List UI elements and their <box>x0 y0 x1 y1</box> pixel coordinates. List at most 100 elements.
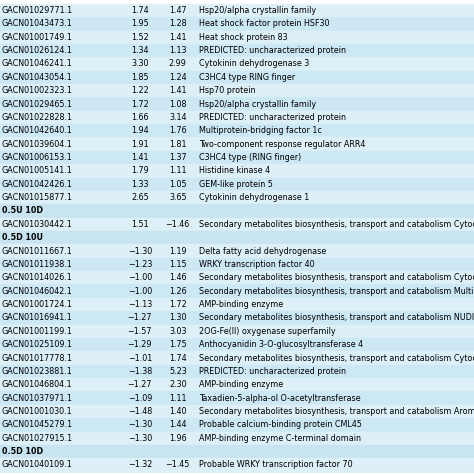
Text: −1.13: −1.13 <box>128 300 152 309</box>
Text: Cytokinin dehydrogenase 1: Cytokinin dehydrogenase 1 <box>199 193 310 202</box>
Text: Hsp20/alpha crystallin family: Hsp20/alpha crystallin family <box>199 100 316 109</box>
Bar <box>0 311 474 325</box>
Bar <box>0 445 474 458</box>
Text: 2.30: 2.30 <box>169 380 187 389</box>
Text: Multiprotein-bridging factor 1c: Multiprotein-bridging factor 1c <box>199 126 322 135</box>
Text: 1.96: 1.96 <box>169 434 187 443</box>
Text: Cytokinin dehydrogenase 3: Cytokinin dehydrogenase 3 <box>199 59 310 68</box>
Text: GACN01040109.1: GACN01040109.1 <box>2 460 73 469</box>
Text: 1.81: 1.81 <box>169 140 186 149</box>
Text: 1.74: 1.74 <box>169 354 187 363</box>
Text: GACN01046241.1: GACN01046241.1 <box>2 59 73 68</box>
Text: 1.79: 1.79 <box>131 166 149 175</box>
Text: PREDICTED: uncharacterized protein: PREDICTED: uncharacterized protein <box>199 367 346 376</box>
Text: 1.08: 1.08 <box>169 100 186 109</box>
Text: AMP-binding enzyme: AMP-binding enzyme <box>199 300 283 309</box>
Bar <box>0 284 474 298</box>
Bar <box>0 378 474 392</box>
Text: 2.99: 2.99 <box>169 59 187 68</box>
Bar <box>0 97 474 111</box>
Text: AMP-binding enzyme C-terminal domain: AMP-binding enzyme C-terminal domain <box>199 434 361 443</box>
Text: 3.30: 3.30 <box>131 59 148 68</box>
Text: GACN01014026.1: GACN01014026.1 <box>2 273 73 283</box>
Text: Taxadien-5-alpha-ol O-acetyltransferase: Taxadien-5-alpha-ol O-acetyltransferase <box>199 393 361 402</box>
Bar <box>0 418 474 431</box>
Bar <box>0 44 474 57</box>
Text: −1.00: −1.00 <box>128 287 152 296</box>
Text: 1.74: 1.74 <box>131 6 149 15</box>
Text: 1.85: 1.85 <box>131 73 149 82</box>
Bar <box>0 57 474 71</box>
Text: −1.30: −1.30 <box>128 246 152 255</box>
Text: GACN01046804.1: GACN01046804.1 <box>2 380 73 389</box>
Bar <box>0 71 474 84</box>
Text: −1.00: −1.00 <box>128 273 152 283</box>
Bar <box>0 258 474 271</box>
Text: 1.94: 1.94 <box>131 126 149 135</box>
Text: 1.52: 1.52 <box>131 33 149 42</box>
Text: GACN01043473.1: GACN01043473.1 <box>2 19 73 28</box>
Bar <box>0 245 474 258</box>
Bar <box>0 164 474 178</box>
Text: 1.24: 1.24 <box>169 73 187 82</box>
Bar <box>0 365 474 378</box>
Text: 1.30: 1.30 <box>169 313 186 322</box>
Text: 1.41: 1.41 <box>169 86 186 95</box>
Text: 1.22: 1.22 <box>131 86 149 95</box>
Text: 1.19: 1.19 <box>169 246 187 255</box>
Text: GACN01005141.1: GACN01005141.1 <box>2 166 73 175</box>
Text: GACN01001724.1: GACN01001724.1 <box>2 300 73 309</box>
Text: WRKY transcription factor 40: WRKY transcription factor 40 <box>199 260 315 269</box>
Text: GACN01025109.1: GACN01025109.1 <box>2 340 73 349</box>
Text: 1.95: 1.95 <box>131 19 149 28</box>
Text: 2.65: 2.65 <box>131 193 149 202</box>
Text: 1.33: 1.33 <box>131 180 148 189</box>
Text: 1.66: 1.66 <box>131 113 148 122</box>
Text: 1.11: 1.11 <box>169 393 186 402</box>
Text: 3.65: 3.65 <box>169 193 187 202</box>
Text: Anthocyanidin 3-O-glucosyltransferase 4: Anthocyanidin 3-O-glucosyltransferase 4 <box>199 340 363 349</box>
Text: Hsp20/alpha crystallin family: Hsp20/alpha crystallin family <box>199 6 316 15</box>
Bar <box>0 458 474 472</box>
Text: GACN01027915.1: GACN01027915.1 <box>2 434 73 443</box>
Text: GACN01017778.1: GACN01017778.1 <box>2 354 73 363</box>
Text: GEM-like protein 5: GEM-like protein 5 <box>199 180 273 189</box>
Text: GACN01022828.1: GACN01022828.1 <box>2 113 73 122</box>
Text: PREDICTED: uncharacterized protein: PREDICTED: uncharacterized protein <box>199 113 346 122</box>
Text: −1.27: −1.27 <box>128 313 152 322</box>
Text: 1.41: 1.41 <box>169 33 186 42</box>
Text: GACN01042426.1: GACN01042426.1 <box>2 180 73 189</box>
Text: 3.14: 3.14 <box>169 113 186 122</box>
Text: GACN01037971.1: GACN01037971.1 <box>2 393 73 402</box>
Text: −1.46: −1.46 <box>165 220 190 229</box>
Text: −1.01: −1.01 <box>128 354 152 363</box>
Bar <box>0 392 474 405</box>
Text: 1.72: 1.72 <box>169 300 187 309</box>
Bar <box>0 4 474 17</box>
Bar <box>0 151 474 164</box>
Text: Probable WRKY transcription factor 70: Probable WRKY transcription factor 70 <box>199 460 353 469</box>
Text: −1.23: −1.23 <box>128 260 152 269</box>
Text: 1.28: 1.28 <box>169 19 187 28</box>
Text: −1.27: −1.27 <box>128 380 152 389</box>
Text: 5.23: 5.23 <box>169 367 187 376</box>
Text: 1.91: 1.91 <box>131 140 149 149</box>
Bar <box>0 191 474 204</box>
Text: 1.47: 1.47 <box>169 6 187 15</box>
Text: −1.38: −1.38 <box>128 367 152 376</box>
Text: 1.46: 1.46 <box>169 273 186 283</box>
Bar <box>0 124 474 137</box>
Text: 1.75: 1.75 <box>169 340 187 349</box>
Bar <box>0 298 474 311</box>
Text: Secondary metabolites biosynthesis, transport and catabolism Cytochrome P450: Secondary metabolites biosynthesis, tran… <box>199 220 474 229</box>
Text: AMP-binding enzyme: AMP-binding enzyme <box>199 380 283 389</box>
Text: −1.09: −1.09 <box>128 393 152 402</box>
Bar <box>0 325 474 338</box>
Bar <box>0 111 474 124</box>
Bar <box>0 17 474 30</box>
Text: 1.37: 1.37 <box>169 153 187 162</box>
Text: GACN01002323.1: GACN01002323.1 <box>2 86 73 95</box>
Text: −1.30: −1.30 <box>128 420 152 429</box>
Bar <box>0 30 474 44</box>
Text: GACN01015877.1: GACN01015877.1 <box>2 193 73 202</box>
